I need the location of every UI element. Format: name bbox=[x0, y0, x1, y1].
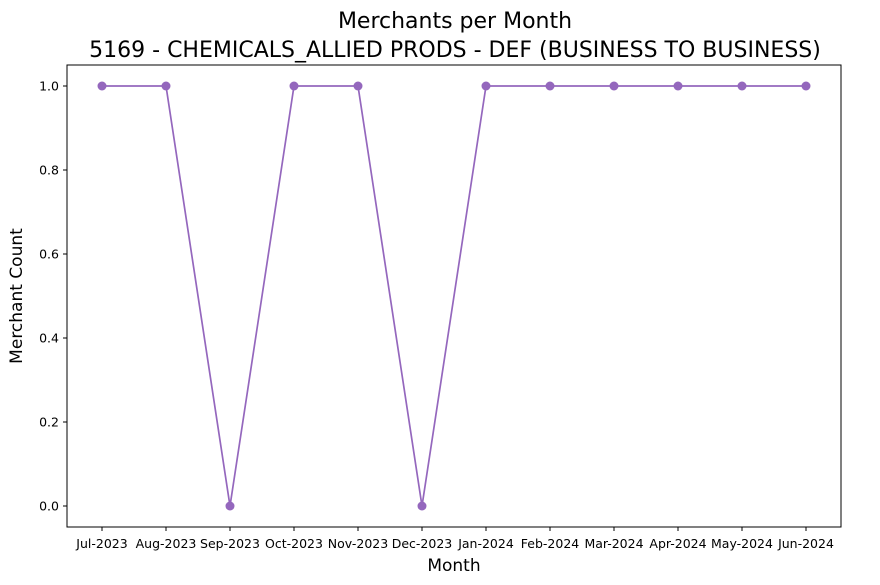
y-tick-label: 0.0 bbox=[39, 499, 59, 514]
x-tick-label: Feb-2024 bbox=[521, 536, 580, 551]
series-layer bbox=[97, 81, 811, 511]
y-tick-label: 0.8 bbox=[39, 163, 59, 178]
data-point bbox=[353, 81, 363, 91]
data-point bbox=[161, 81, 171, 91]
y-tick-label: 0.6 bbox=[39, 247, 59, 262]
data-point bbox=[673, 81, 683, 91]
data-point bbox=[609, 81, 619, 91]
x-axis-label: Month bbox=[427, 556, 480, 576]
x-axis-ticks: Jul-2023 Aug-2023 Sep-2023 Oct-2023 Nov-2023… bbox=[75, 527, 834, 551]
y-axis-label: Merchant Count bbox=[7, 228, 27, 364]
x-tick-label: Oct-2023 bbox=[265, 536, 323, 551]
chart-title: Merchants per Month bbox=[338, 9, 572, 34]
data-point bbox=[97, 81, 107, 91]
x-tick-label: Nov-2023 bbox=[328, 536, 388, 551]
plot-area bbox=[66, 64, 842, 528]
x-tick-label: Apr-2024 bbox=[649, 536, 706, 551]
chart-subtitle: 5169 - CHEMICALS_ALLIED PRODS - DEF (BUS… bbox=[89, 38, 821, 63]
data-point bbox=[481, 81, 491, 91]
x-tick-label: Jun-2024 bbox=[777, 536, 834, 551]
x-tick-label: Sep-2023 bbox=[200, 536, 260, 551]
y-tick-label: 1.0 bbox=[39, 79, 59, 94]
data-point bbox=[417, 501, 427, 511]
x-tick-label: May-2024 bbox=[711, 536, 773, 551]
x-tick-label: Mar-2024 bbox=[584, 536, 643, 551]
data-point bbox=[737, 81, 747, 91]
y-tick-label: 0.4 bbox=[39, 331, 59, 346]
data-point bbox=[225, 501, 235, 511]
data-point bbox=[545, 81, 555, 91]
y-tick-label: 0.2 bbox=[39, 415, 59, 430]
data-point bbox=[289, 81, 299, 91]
x-tick-label: Dec-2023 bbox=[392, 536, 453, 551]
series-line bbox=[102, 85, 806, 507]
x-tick-label: Aug-2023 bbox=[136, 536, 197, 551]
y-axis-ticks: 0.0 0.2 0.4 0.6 0.8 1.0 bbox=[39, 79, 67, 514]
x-tick-label: Jul-2023 bbox=[75, 536, 127, 551]
data-point bbox=[801, 81, 811, 91]
x-tick-label: Jan-2024 bbox=[457, 536, 514, 551]
